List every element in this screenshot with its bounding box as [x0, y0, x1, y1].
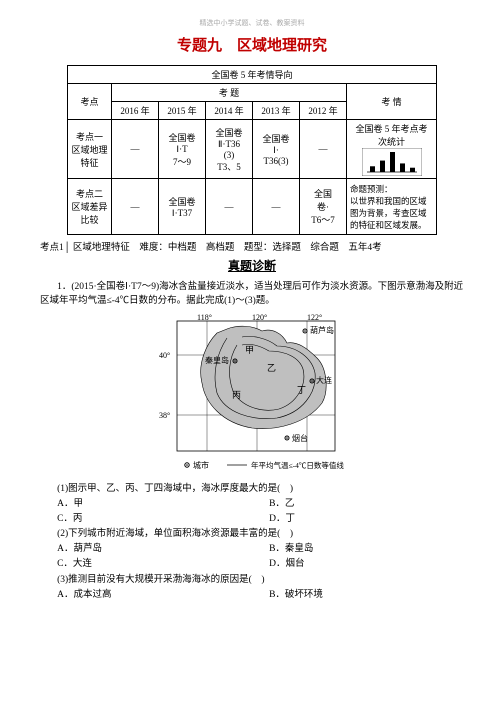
row2-c4: 全国 卷· T6～7 [300, 179, 347, 235]
bar-3 [400, 163, 405, 172]
bar-2 [390, 152, 395, 172]
q1-opt-c: C．丙 [40, 512, 252, 527]
bohai-map: 118° 120° 122° 40° 38° 甲 乙 丙 丁 葫芦岛 秦皇岛 大… [40, 313, 464, 476]
q2-opt-d: D．烟台 [252, 557, 464, 572]
q2-opt-a: A．葫芦岛 [40, 542, 252, 557]
year-2014: 2014 年 [206, 102, 253, 120]
section-title: 真题诊断 [40, 257, 464, 274]
legend-line: 年平均气温≤-4℃日数等值线 [251, 460, 344, 470]
lon-120: 120° [252, 313, 267, 322]
page-title: 专题九 区域地理研究 [40, 34, 464, 55]
lat-38: 38° [159, 411, 170, 420]
zone-bing: 丙 [232, 390, 241, 400]
mini-bar-chart [362, 148, 422, 176]
year-2012: 2012 年 [300, 102, 347, 120]
row1-name: 考点一 区域地理特征 [68, 120, 112, 179]
watermark-text: 精选中小学试题、试卷、教案资料 [40, 18, 464, 28]
sea-area [201, 326, 326, 428]
city-yt: 烟台 [292, 433, 308, 443]
q3-text: (3)推测目前没有大规模开采渤海海冰的原因是( ) [40, 573, 464, 588]
lon-118: 118° [197, 313, 212, 322]
head-kaodian: 考点 [68, 84, 112, 120]
question-intro: 1．(2015·全国卷Ⅰ·T7～9)海冰含盐量接近淡水，适当处理后可作为淡水资源… [40, 280, 464, 309]
row2-name: 考点二 区域差异比较 [68, 179, 112, 235]
q3-opt-a: A．成本过高 [40, 588, 252, 603]
row1-c0: — [112, 120, 159, 179]
kq-top-cell: 全国卷 5 年考点考 次统计 [347, 120, 437, 179]
kq-top-text: 全国卷 5 年考点考 次统计 [350, 122, 433, 148]
exam-trend-table: 全国卷 5 年考情导向 考点 考 题 考 情 2016 年 2015 年 201… [67, 65, 437, 235]
q1-opt-b: B．乙 [252, 497, 464, 512]
lat-40: 40° [159, 351, 170, 360]
head-kaoqing: 考 情 [347, 84, 437, 120]
city-hld: 葫芦岛 [310, 325, 334, 335]
table-caption: 全国卷 5 年考情导向 [68, 66, 437, 84]
zone-jia: 甲 [245, 345, 254, 355]
kq-bottom-cell: 命题预测： 以世界和我国的区域图为背景，考查区域的特征和区域发展。 [347, 179, 437, 235]
q2-text: (2)下列城市附近海域，单位面积海冰资源最丰富的是( ) [40, 527, 464, 542]
row2-c2: — [206, 179, 253, 235]
row2-c1: 全国卷 Ⅰ·T37 [159, 179, 206, 235]
bar-4 [410, 168, 415, 172]
zone-yi: 乙 [267, 363, 276, 373]
q2-opt-c: C．大连 [40, 557, 252, 572]
row1-c2: 全国卷 Ⅱ·T36 (3) T3、5 [206, 120, 253, 179]
bar-0 [370, 166, 375, 172]
row1-c4: — [300, 120, 347, 179]
q1-opt-a: A．甲 [40, 497, 252, 512]
row2-c0: — [112, 179, 159, 235]
bar-1 [380, 161, 385, 172]
city-dl: 大连 [316, 375, 332, 385]
city-qhd: 秦皇岛 [205, 355, 229, 365]
year-2016: 2016 年 [112, 102, 159, 120]
meta-line: 考点1│ 区域地理特征 难度：中档题 高档题 题型：选择题 综合题 五年4考 [40, 239, 464, 253]
q2-opt-b: B．秦皇岛 [252, 542, 464, 557]
row1-c1: 全国卷 Ⅰ·T 7～9 [159, 120, 206, 179]
q1-opt-d: D．丁 [252, 512, 464, 527]
legend-city: 城市 [193, 460, 209, 470]
row2-c3: — [253, 179, 300, 235]
year-2015: 2015 年 [159, 102, 206, 120]
head-kaoti: 考 题 [112, 84, 347, 102]
year-2013: 2013 年 [253, 102, 300, 120]
q3-opt-b: B．破坏环境 [252, 588, 464, 603]
row1-c3: 全国卷 Ⅰ· T36(3) [253, 120, 300, 179]
zone-ding: 丁 [297, 385, 306, 395]
lon-122: 122° [307, 313, 322, 322]
q1-text: (1)图示甲、乙、丙、丁四海域中，海冰厚度最大的是( ) [40, 482, 464, 497]
